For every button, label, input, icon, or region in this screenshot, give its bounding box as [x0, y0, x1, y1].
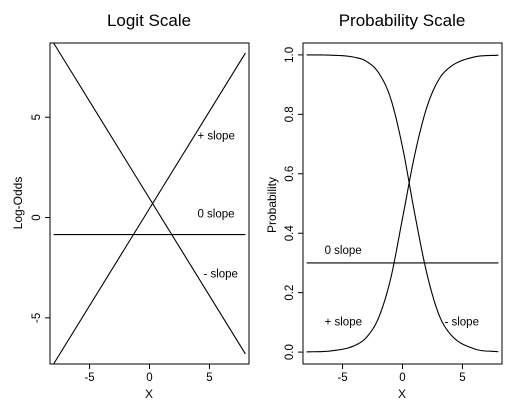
y-tick-label: 0.4	[284, 225, 296, 242]
y-tick-label: 1.0	[284, 47, 296, 63]
chart-title: Probability Scale	[339, 11, 466, 30]
y-ticks: 0.0 0.2 0.4 0.6 0.8 1.0	[284, 47, 303, 360]
plot-frame	[49, 42, 250, 365]
panel-probability: Probability Scale -5 0 5 0.0 0.2 0.4 0.6 0.8 1.…	[265, 11, 503, 401]
y-axis-label: Probability	[265, 177, 279, 233]
x-tick-label: -5	[337, 372, 347, 384]
x-ticks: -5 0 5	[337, 364, 466, 384]
annotations: 0 slope + slope - slope	[325, 245, 479, 328]
x-axis-label: X	[145, 387, 153, 401]
x-ticks: -5 0 5	[84, 364, 213, 384]
y-axis-label: Log-Odds	[11, 177, 25, 230]
x-tick-label: 5	[459, 372, 465, 384]
series-lines	[306, 54, 499, 353]
x-tick-label: 0	[146, 372, 152, 384]
annotation-label: + slope	[325, 316, 362, 328]
y-tick-label: 0.6	[284, 166, 296, 182]
y-ticks: -5 0 5	[31, 114, 50, 323]
x-tick-label: 5	[206, 372, 212, 384]
y-tick-label: 5	[31, 114, 43, 120]
x-tick-label: 0	[399, 372, 405, 384]
annotation-label: + slope	[197, 130, 234, 142]
y-tick-label: 0.0	[284, 344, 296, 360]
annotations: + slope 0 slope - slope	[197, 130, 238, 280]
annotation-label: 0 slope	[325, 245, 362, 257]
series-line	[53, 42, 246, 355]
series-line	[306, 54, 499, 353]
x-tick-label: -5	[84, 372, 94, 384]
annotation-label: - slope	[444, 316, 479, 328]
annotation-label: - slope	[203, 269, 238, 281]
x-axis-label: X	[398, 387, 406, 401]
panel-logit: Logit Scale -5 0 5 -5 0 5 + slope 0 slope - sl…	[11, 11, 250, 401]
annotation-label: 0 slope	[197, 209, 234, 221]
chart-title: Logit Scale	[107, 11, 191, 30]
y-tick-label: -5	[31, 313, 43, 323]
y-tick-label: 0	[31, 214, 43, 220]
series-lines	[53, 42, 246, 365]
series-line	[53, 52, 246, 365]
y-tick-label: 0.2	[284, 285, 296, 301]
y-tick-label: 0.8	[284, 106, 296, 122]
series-line	[306, 54, 499, 353]
